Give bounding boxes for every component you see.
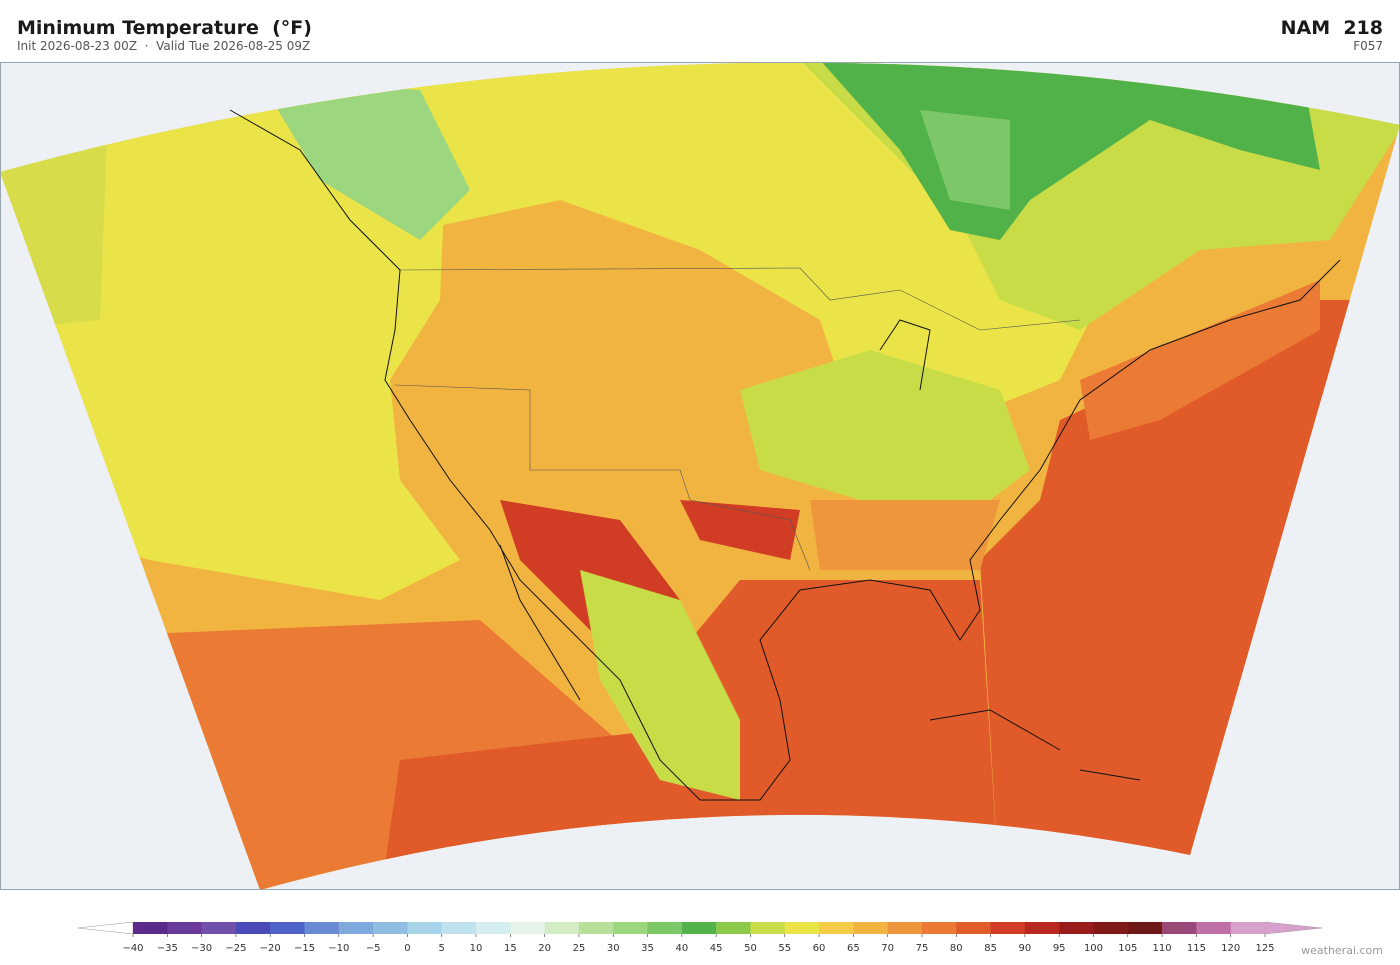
- colorbar-tick-label: −20: [260, 943, 281, 954]
- colorbar-segment: [1162, 922, 1197, 934]
- colorbar-segment: [1059, 922, 1094, 934]
- forecast-hour: F057: [1353, 39, 1383, 53]
- colorbar-tick-label: 25: [573, 943, 586, 954]
- colorbar-tick-label: 10: [470, 943, 483, 954]
- colorbar-segment: [784, 922, 820, 934]
- colorbar-tick-label: −10: [328, 943, 349, 954]
- colorbar-segment: [373, 922, 408, 934]
- colorbar-segment: [990, 922, 1026, 934]
- colorbar-segment: [681, 922, 717, 934]
- colorbar-tick-label: 20: [538, 943, 551, 954]
- colorbar-segment: [887, 922, 923, 934]
- colorbar-segment: [1196, 922, 1231, 934]
- colorbar-tick-label: 100: [1084, 943, 1103, 954]
- colorbar-tick-label: 125: [1255, 943, 1274, 954]
- coastlines: [229, 109, 1341, 801]
- colorbar-segment: [750, 922, 786, 934]
- colorbar-segment: [819, 922, 854, 934]
- colorbar-tick-label: 65: [847, 943, 860, 954]
- colorbar-segment: [544, 922, 580, 934]
- colorbar-under: [77, 921, 134, 935]
- colorbar-tick-label: 35: [641, 943, 654, 954]
- colorbar-tick-label: −40: [122, 943, 143, 954]
- colorbar-tick-label: 120: [1221, 943, 1240, 954]
- colorbar-segment: [510, 922, 545, 934]
- colorbar-tick-label: 70: [881, 943, 894, 954]
- colorbar-tick-label: 95: [1053, 943, 1066, 954]
- colorbar-tick-label: 50: [744, 943, 757, 954]
- colorbar-segment: [1127, 922, 1163, 934]
- colorbar-tick-label: −15: [294, 943, 315, 954]
- title: Minimum Temperature (°F): [17, 17, 312, 39]
- colorbar-tick-label: −25: [225, 943, 246, 954]
- colorbar-segment: [441, 922, 477, 934]
- colorbar-tick-label: 85: [984, 943, 997, 954]
- colorbar-segment: [1230, 922, 1266, 934]
- borders: [394, 267, 1081, 571]
- colorbar-tick-label: 80: [950, 943, 963, 954]
- colorbar-segment: [921, 922, 957, 934]
- colorbar-segment: [578, 922, 614, 934]
- colorbar-tick-label: 15: [504, 943, 517, 954]
- colorbar-tick-label: 45: [710, 943, 723, 954]
- colorbar-tick-label: 0: [404, 943, 410, 954]
- colorbar-segment: [1024, 922, 1060, 934]
- colorbar-segment: [167, 922, 202, 934]
- colorbar-tick-label: −30: [191, 943, 212, 954]
- colorbar-segment: [647, 922, 683, 934]
- colorbar-segment: [613, 922, 648, 934]
- colorbar-segment: [853, 922, 888, 934]
- colorbar-tick-label: −35: [157, 943, 178, 954]
- colorbar-tick-label: 105: [1118, 943, 1137, 954]
- subtitle: Init 2026-08-23 00Z · Valid Tue 2026-08-…: [17, 39, 310, 53]
- colorbar-tick-label: 5: [439, 943, 445, 954]
- colorbar-tick-label: 75: [916, 943, 929, 954]
- colorbar-tick-label: 40: [675, 943, 688, 954]
- colorbar-segment: [476, 922, 511, 934]
- colorbar-segment: [201, 922, 237, 934]
- colorbar-tick-label: 55: [778, 943, 791, 954]
- colorbar-segment: [716, 922, 751, 934]
- model: NAM 218: [1281, 17, 1383, 39]
- colorbar-segment: [133, 922, 168, 934]
- colorbar-tick-label: −5: [366, 943, 381, 954]
- colorbar-tick-label: 90: [1019, 943, 1032, 954]
- colorbar-segment: [304, 922, 340, 934]
- colorbar-segment: [338, 922, 374, 934]
- colorbar-tick-label: 110: [1153, 943, 1172, 954]
- colorbar-tick-label: 60: [813, 943, 826, 954]
- colorbar-segment: [407, 922, 443, 934]
- colorbar-segment: [235, 922, 271, 934]
- watermark: weatherai.com: [1301, 944, 1383, 957]
- colorbar-tick-label: 115: [1187, 943, 1206, 954]
- colorbar-over: [1264, 921, 1323, 935]
- colorbar-segment: [1093, 922, 1129, 934]
- colorbar-segment: [270, 922, 305, 934]
- colorbar-segment: [956, 922, 991, 934]
- colorbar-tick-label: 30: [607, 943, 620, 954]
- colorbar: −40 −35 −30 −25 −20 −15 −10 −5 0 5 10 15 20 25 30 35 40 4…: [77, 921, 1323, 954]
